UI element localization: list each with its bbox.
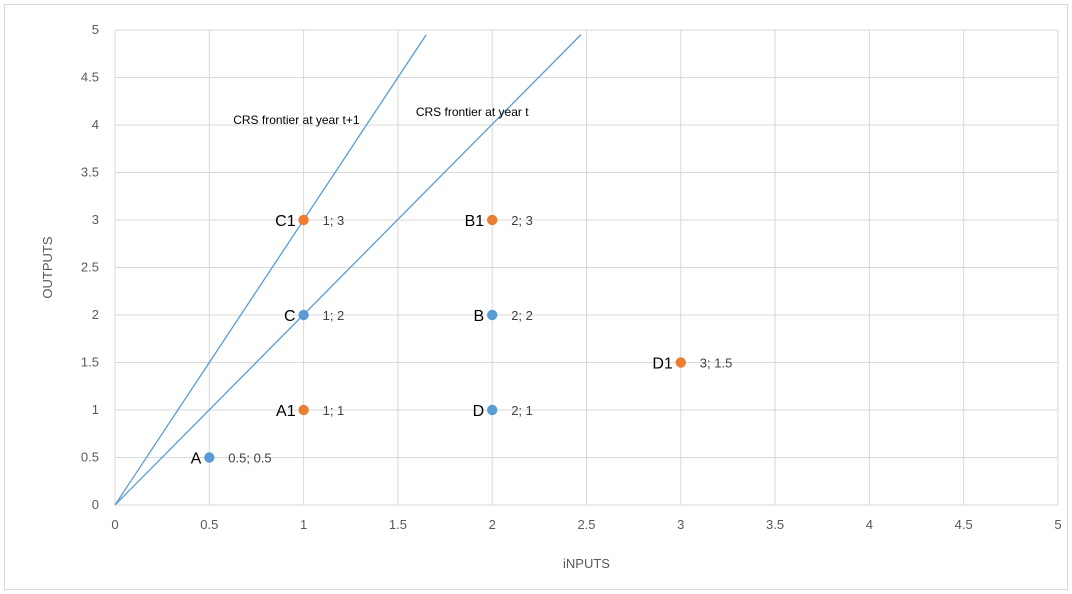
y-axis-title: OUTPUTS <box>40 236 55 298</box>
x-tick-label: 3 <box>677 517 684 532</box>
y-tick-label: 4.5 <box>81 70 99 85</box>
data-point <box>298 404 309 416</box>
x-tick-label: 4 <box>866 517 873 532</box>
point-name-label: D <box>473 403 485 420</box>
y-tick-label: 1.5 <box>81 355 99 370</box>
y-tick-label: 2.5 <box>81 260 99 275</box>
point-value-label: 2; 3 <box>511 213 533 228</box>
data-point <box>487 404 498 416</box>
x-tick-label: 4.5 <box>955 517 973 532</box>
y-tick-label: 0 <box>92 497 99 512</box>
point-value-label: 2; 2 <box>511 308 533 323</box>
data-point <box>204 452 215 463</box>
point-value-label: 1; 2 <box>323 308 345 323</box>
y-tick-label: 2 <box>92 307 99 322</box>
point-name-label: D1 <box>652 356 673 373</box>
point-value-label: 1; 3 <box>323 213 345 228</box>
frontier-line <box>114 34 427 506</box>
data-labels: CRS frontier at year t+1 CRS frontier at … <box>191 105 733 468</box>
data-points <box>204 214 686 463</box>
x-tick-label: 1.5 <box>389 517 407 532</box>
frontier-label: CRS frontier at year t+1 <box>233 113 360 127</box>
data-point <box>675 357 686 368</box>
x-tick-label: 0.5 <box>200 517 218 532</box>
y-tick-label: 3 <box>92 212 99 227</box>
x-tick-label: 2.5 <box>577 517 595 532</box>
point-value-label: 2; 1 <box>511 403 533 418</box>
data-point <box>487 214 498 226</box>
point-name-label: A <box>191 451 202 468</box>
x-tick-label: 3.5 <box>766 517 784 532</box>
y-tick-label: 5 <box>92 22 99 37</box>
x-tick-label: 5 <box>1054 517 1061 532</box>
x-axis-title: iNPUTS <box>563 556 610 571</box>
x-tick-label: 1 <box>300 517 307 532</box>
point-name-label: B <box>474 308 485 325</box>
frontier-label: CRS frontier at year t <box>416 105 529 119</box>
y-tick-label: 0.5 <box>81 450 99 465</box>
data-point <box>298 214 309 226</box>
frontier-lines <box>114 34 582 506</box>
data-point <box>298 309 309 321</box>
y-tick-label: 4 <box>92 117 99 132</box>
point-value-label: 0.5; 0.5 <box>228 451 271 466</box>
y-tick-label: 1 <box>92 402 99 417</box>
grid <box>114 29 1059 506</box>
x-tick-label: 0 <box>111 517 118 532</box>
chart-frame <box>4 4 1068 590</box>
data-point <box>487 309 498 321</box>
point-name-label: C1 <box>275 213 296 230</box>
frontier-line <box>114 34 582 506</box>
x-tick-label: 2 <box>489 517 496 532</box>
point-value-label: 3; 1.5 <box>700 356 733 371</box>
y-tick-label: 3.5 <box>81 165 99 180</box>
point-name-label: C <box>284 308 296 325</box>
point-name-label: B1 <box>465 213 485 230</box>
tick-labels: 0 0.5 1 1.5 2 2.5 3 3.5 4 4.5 5 0 0.5 1 1.5 2 2.5 3 3.5 4 4.… <box>81 22 1062 532</box>
point-name-label: A1 <box>276 403 296 420</box>
point-value-label: 1; 1 <box>323 403 345 418</box>
